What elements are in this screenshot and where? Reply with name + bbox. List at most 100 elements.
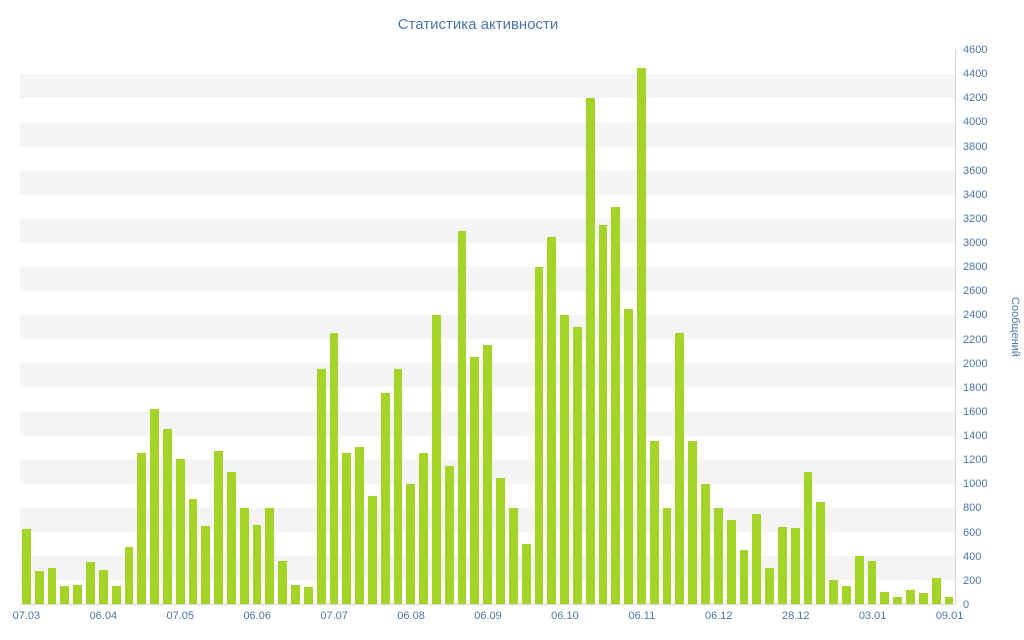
bar [521, 543, 531, 604]
y-tick-label: 4600 [963, 44, 988, 56]
y-tick-label: 4400 [963, 68, 988, 81]
bar [98, 570, 108, 604]
x-tick-label: 09.01 [935, 610, 964, 622]
y-tick-label: 3400 [963, 188, 988, 201]
y-tick-label: 4200 [963, 92, 988, 105]
y-tick-label: 3200 [963, 212, 988, 225]
x-tick-label: 06.09 [474, 610, 502, 622]
bar [777, 526, 787, 604]
bar [739, 549, 749, 604]
y-tick-label: 3000 [963, 237, 988, 250]
bar [47, 567, 57, 604]
bar [829, 579, 838, 604]
bar [329, 333, 339, 604]
bar [175, 459, 185, 604]
bar [726, 519, 736, 604]
bar [60, 585, 70, 604]
y-tick-label: 1800 [963, 381, 988, 394]
bar [585, 98, 595, 604]
bar [406, 483, 416, 604]
bar [867, 560, 877, 604]
y-tick-label: 600 [963, 526, 982, 539]
y-axis: 4600 4400 4200 4000 3800 3600 3400 3200 3000 2800… [963, 44, 1001, 611]
x-tick-label: 06.04 [89, 610, 118, 622]
bar [432, 314, 441, 604]
bar [303, 587, 313, 604]
plot-area [20, 50, 956, 605]
x-tick-label: 07.03 [12, 610, 41, 622]
x-tick-label: 28.12 [781, 610, 810, 622]
x-tick-label: 06.10 [551, 610, 579, 622]
bar [316, 369, 326, 604]
y-tick-label: 2800 [963, 261, 988, 274]
bar [367, 495, 377, 604]
bar [227, 471, 236, 604]
bar [444, 465, 454, 604]
bar [918, 593, 928, 604]
y-tick-label: 800 [963, 502, 982, 515]
bar [470, 357, 480, 604]
bar [803, 471, 813, 604]
bar [188, 499, 198, 604]
chart-title: Статистика активности [397, 16, 559, 33]
y-tick-label: 0 [963, 599, 970, 611]
bar [419, 453, 428, 604]
x-tick-label: 07.05 [166, 610, 195, 622]
bar [150, 408, 159, 604]
y-tick-label: 3800 [963, 140, 988, 153]
bar [239, 507, 249, 604]
bar [508, 507, 518, 604]
bar [355, 447, 364, 604]
bar [111, 585, 121, 604]
bar [162, 429, 172, 604]
bar [457, 230, 467, 604]
x-tick-label: 03.01 [858, 610, 887, 622]
x-tick-label: 06.08 [397, 610, 425, 622]
bar [393, 369, 403, 604]
bar [124, 547, 134, 604]
bar [816, 501, 826, 604]
bar [662, 507, 672, 604]
bar [342, 453, 352, 604]
bar [34, 571, 44, 604]
y-tick-label: 3600 [963, 164, 988, 177]
bar [252, 524, 262, 604]
bar [22, 529, 31, 604]
bar [86, 561, 95, 604]
bar [701, 483, 710, 604]
bar [201, 525, 211, 604]
bar [944, 596, 954, 604]
bar [598, 224, 608, 604]
bar [906, 589, 915, 604]
bar [854, 555, 864, 604]
y-tick-label: 4000 [963, 116, 988, 129]
bar [291, 584, 300, 604]
x-tick-label: 06.06 [243, 610, 271, 622]
x-axis: 07.03 06.04 07.05 06.06 07.07 06.08 06.09 06.10… [13, 610, 964, 626]
y-tick-label: 1000 [963, 478, 988, 491]
y-tick-label: 2200 [963, 333, 988, 346]
bar [637, 68, 646, 604]
bars [20, 50, 955, 604]
x-tick-label: 06.11 [628, 610, 656, 622]
y-axis-title: Сообщений [1009, 297, 1021, 357]
bar [713, 507, 723, 604]
y-tick-label: 400 [963, 550, 982, 563]
bar [73, 584, 83, 604]
bar [560, 314, 569, 604]
x-tick-label: 06.12 [705, 610, 733, 622]
bar [675, 333, 685, 604]
y-tick-label: 2400 [963, 309, 988, 322]
y-tick-label: 1200 [963, 454, 988, 467]
bar [547, 236, 557, 604]
bar [483, 345, 493, 604]
y-tick-label: 200 [963, 574, 982, 587]
bar [137, 453, 147, 604]
bar [278, 560, 288, 604]
y-tick-label: 1400 [963, 430, 988, 443]
y-tick-label: 2600 [963, 285, 988, 298]
bar [688, 441, 698, 604]
bar [624, 308, 633, 604]
bar [611, 206, 621, 604]
